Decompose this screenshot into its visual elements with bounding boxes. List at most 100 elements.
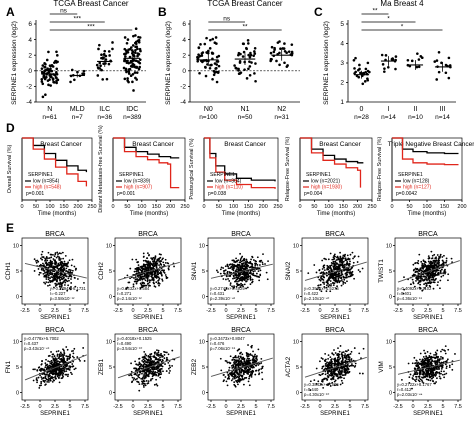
data-point-E6	[51, 380, 54, 383]
data-point-E9	[327, 357, 330, 360]
data-point-E5	[435, 256, 437, 259]
x-tick-label-D1: 100	[45, 204, 54, 210]
data-point-E4	[345, 259, 348, 262]
plot-frame-D1	[21, 137, 93, 201]
data-point-A	[103, 49, 107, 53]
data-point-E1	[67, 277, 70, 280]
data-point-E2	[146, 267, 149, 270]
data-point-E5	[436, 284, 439, 286]
data-point-E8	[242, 383, 245, 386]
data-point-E7	[140, 364, 143, 367]
data-point-E4	[316, 288, 318, 291]
data-point-E4	[341, 260, 344, 263]
data-point-E5	[427, 260, 430, 263]
data-point-E8	[240, 378, 243, 381]
data-point-E4	[333, 279, 336, 282]
data-point-E1	[55, 262, 58, 265]
data-point-E6	[60, 354, 63, 357]
data-point-E6	[58, 374, 61, 377]
data-point-E9	[335, 363, 338, 366]
data-point-E5	[433, 275, 436, 278]
data-point-E1	[56, 271, 59, 274]
data-point-E6	[49, 379, 52, 382]
data-point-E4	[323, 269, 326, 272]
data-point-A	[48, 78, 51, 81]
data-point-E1	[44, 272, 46, 274]
data-point-E2	[153, 259, 156, 262]
count-label-B: n=50	[238, 114, 253, 121]
data-point-E4	[332, 258, 335, 261]
data-point-B	[253, 46, 257, 50]
x-tick-label-D2: 150	[152, 204, 161, 210]
survival-curve-high-D5	[392, 137, 459, 166]
data-point-E9	[338, 361, 341, 364]
survival-curve-high-D3	[204, 137, 276, 189]
data-point-E4	[313, 264, 316, 266]
data-point-E9	[342, 374, 345, 377]
x-tick-label-E10: 5	[441, 404, 444, 410]
data-point-E5	[427, 282, 430, 285]
legend-title-D3: SERPINE1	[210, 172, 235, 178]
data-point-E7	[171, 365, 174, 367]
data-point-E8	[234, 362, 237, 365]
data-point-E3	[229, 284, 232, 286]
data-point-E3	[245, 287, 247, 290]
data-point-A	[137, 38, 141, 42]
data-point-E4	[335, 287, 338, 290]
y-axis-label-E4: SNAI2	[285, 261, 292, 280]
x-axis-label-E7: SEPRINE1	[133, 411, 163, 417]
data-point-E3	[249, 283, 252, 286]
data-point-A	[134, 27, 138, 31]
regression-stat-E6: y=0.4778x+5.7002	[24, 336, 59, 341]
regression-stat-E4: p=2.10x10⁻⁴⁰	[304, 296, 330, 301]
y-tick-label-E6: 5	[16, 365, 19, 371]
data-point-E6	[40, 382, 43, 385]
data-point-E3	[241, 273, 244, 276]
data-point-E8	[240, 369, 243, 371]
data-point-E10	[413, 379, 416, 381]
data-point-A	[134, 48, 137, 52]
data-point-E9	[344, 370, 346, 373]
data-point-C	[437, 70, 441, 74]
count-label-A: n=389	[123, 114, 142, 121]
data-point-E7	[130, 362, 132, 365]
data-point-E7	[156, 366, 159, 369]
data-point-E10	[422, 355, 425, 358]
data-point-E1	[55, 266, 57, 269]
data-point-E10	[413, 371, 416, 373]
data-point-E7	[149, 371, 152, 374]
data-point-E2	[144, 279, 147, 282]
data-point-E5	[410, 283, 412, 286]
data-point-E8	[241, 358, 244, 361]
regression-stat-E1: y=-0.2794x+6.1731	[50, 286, 87, 291]
data-point-E3	[240, 284, 243, 287]
data-point-E9	[348, 358, 350, 361]
data-point-E10	[436, 349, 439, 352]
data-point-E8	[239, 352, 241, 355]
data-point-B	[246, 39, 250, 42]
y-axis-label-E3: SNAI1	[191, 261, 198, 280]
data-point-E6	[65, 346, 68, 348]
data-point-E2	[146, 257, 149, 260]
data-point-E2	[168, 265, 170, 268]
x-tick-label-E6: 2.5	[51, 404, 59, 410]
data-point-E1	[59, 278, 61, 281]
y-tick-label-E9: 0	[296, 390, 299, 396]
data-point-E9	[341, 359, 344, 361]
data-point-B	[283, 49, 287, 53]
data-point-E1	[40, 253, 43, 256]
data-point-E3	[240, 256, 243, 259]
data-point-E1	[37, 268, 40, 270]
data-point-E2	[129, 277, 131, 280]
data-point-E3	[247, 278, 249, 281]
data-point-E2	[155, 266, 158, 269]
x-tick-label-D5: 0	[390, 204, 393, 210]
x-tick-label-E5: 7.5	[454, 308, 462, 314]
data-point-E8	[230, 364, 233, 367]
data-point-E9	[348, 370, 351, 373]
data-point-E8	[261, 365, 264, 368]
data-point-E4	[320, 271, 323, 274]
data-point-E6	[55, 360, 58, 363]
data-point-E4	[333, 268, 336, 271]
data-point-E8	[232, 378, 234, 380]
